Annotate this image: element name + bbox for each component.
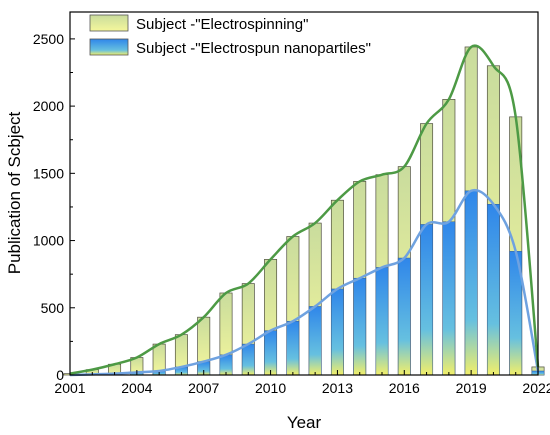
bar-nanoparticles-2008: [219, 354, 233, 376]
bar-nanoparticles-2014: [353, 277, 367, 376]
x-tick-label: 2016: [389, 380, 420, 396]
y-tick-label: 2000: [33, 98, 64, 114]
x-axis-label: Year: [287, 413, 322, 432]
x-tick-label: 2010: [255, 380, 286, 396]
bar-nanoparticles-2020: [487, 204, 500, 376]
x-tick-label: 2004: [121, 380, 152, 396]
bar-nanoparticles-2012: [308, 306, 322, 376]
plot-frame: [69, 11, 539, 376]
trend-line-electrospinning: [69, 44, 540, 375]
bar-nanoparticles-2016: [397, 257, 411, 376]
y-tick-label: 500: [41, 300, 65, 316]
legend-label-electrospinning: Subject -"Electrospinning": [136, 16, 308, 33]
legend: Subject -"Electrospinning" Subject -"Ele…: [89, 14, 371, 57]
x-tick-label: 2022: [522, 380, 550, 396]
bar-nanoparticles-2011: [286, 320, 300, 376]
x-tick-label: 2013: [322, 380, 353, 396]
y-tick-label: 2500: [33, 31, 64, 47]
legend-label-nanoparticles: Subject -"Electrospun nanopartiles": [136, 40, 371, 57]
legend-swatch-electrospinning: [89, 14, 129, 32]
y-tick-label: 1500: [33, 165, 64, 181]
bar-nanoparticles-2015: [375, 267, 389, 376]
legend-swatch-nanoparticles: [89, 38, 129, 56]
bar-nanoparticles-2019: [464, 190, 478, 376]
x-tick-label: 2007: [188, 380, 219, 396]
bar-nanoparticles-2013: [331, 288, 344, 376]
bar-nanoparticles-2018: [442, 221, 456, 376]
y-tick-label: 0: [56, 367, 64, 383]
bar-nanoparticles-2010: [264, 330, 277, 376]
bar-nanoparticles-2017: [420, 224, 433, 376]
x-tick-label: 2019: [456, 380, 487, 396]
trend-line-nanoparticles: [69, 188, 540, 377]
y-tick-label: 1000: [33, 233, 64, 249]
y-axis-label: Publication of Scbject: [5, 111, 24, 274]
bar-nanoparticles-2009: [241, 343, 255, 376]
x-tick-label: 2001: [54, 380, 85, 396]
